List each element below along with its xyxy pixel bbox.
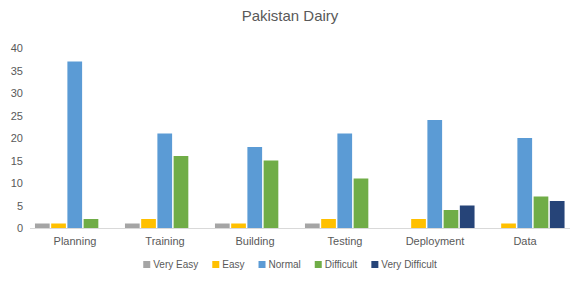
bar — [427, 120, 442, 228]
bar — [337, 134, 352, 229]
bar — [534, 197, 549, 229]
chart: Pakistan Dairy 0 5 10 15 20 25 30 35 40 Planning Tr… — [0, 0, 580, 288]
bar — [460, 206, 475, 229]
y-tick — [27, 93, 30, 94]
x-axis — [30, 228, 570, 229]
y-tick-label: 5 — [17, 200, 23, 212]
bar — [157, 134, 172, 229]
legend-label: Easy — [222, 259, 244, 270]
bar — [247, 147, 262, 228]
bar — [485, 228, 500, 229]
legend-label: Very Difficult — [381, 259, 437, 270]
x-tick-label: Training — [145, 235, 184, 247]
bar — [264, 161, 279, 229]
bar — [35, 224, 50, 229]
legend-label: Normal — [269, 259, 301, 270]
bar — [190, 228, 205, 229]
bar — [141, 219, 156, 228]
bar — [67, 62, 82, 229]
bar — [174, 156, 189, 228]
bar — [395, 228, 410, 229]
y-tick-label: 20 — [11, 132, 23, 144]
x-tick-label: Testing — [328, 235, 363, 247]
bar — [100, 228, 115, 229]
y-tick — [27, 183, 30, 184]
x-tick-label: Data — [513, 235, 537, 247]
y-tick-label: 30 — [11, 87, 23, 99]
legend-swatch — [371, 261, 378, 268]
background — [0, 0, 580, 288]
legend-swatch — [212, 261, 219, 268]
bar — [280, 228, 295, 229]
y-tick — [27, 228, 30, 229]
bar — [231, 224, 246, 229]
bar — [354, 179, 369, 229]
legend-swatch — [315, 261, 322, 268]
bar — [321, 219, 336, 228]
x-tick-label: Planning — [54, 235, 97, 247]
title: Pakistan Dairy — [242, 7, 339, 24]
legend-swatch — [259, 261, 266, 268]
legend-label: Very Easy — [153, 259, 198, 270]
y-tick — [27, 48, 30, 49]
bar — [370, 228, 385, 229]
y-tick-label: 35 — [11, 65, 23, 77]
bar — [517, 138, 532, 228]
bar — [51, 224, 66, 229]
bar — [305, 224, 320, 229]
y-tick — [27, 70, 30, 71]
y-tick — [27, 160, 30, 161]
y-tick — [27, 205, 30, 206]
legend-label: Difficult — [325, 259, 358, 270]
bar — [501, 224, 516, 229]
bar — [84, 219, 99, 228]
bars — [35, 62, 565, 229]
y-tick — [27, 138, 30, 139]
bar — [215, 224, 230, 229]
x-tick-label: Deployment — [406, 235, 465, 247]
legend: Very Easy Easy Normal Difficult Very Difficu… — [143, 259, 437, 270]
bar — [444, 210, 459, 228]
y-tick — [27, 115, 30, 116]
y-tick-label: 40 — [11, 42, 23, 54]
x-tick-label: Building — [235, 235, 274, 247]
bar — [550, 201, 565, 228]
y-tick-label: 25 — [11, 110, 23, 122]
bar — [125, 224, 140, 229]
y-tick-label: 10 — [11, 177, 23, 189]
legend-swatch — [143, 261, 150, 268]
y-tick-label: 0 — [17, 222, 23, 234]
y-tick-label: 15 — [11, 155, 23, 167]
bar — [411, 219, 426, 228]
